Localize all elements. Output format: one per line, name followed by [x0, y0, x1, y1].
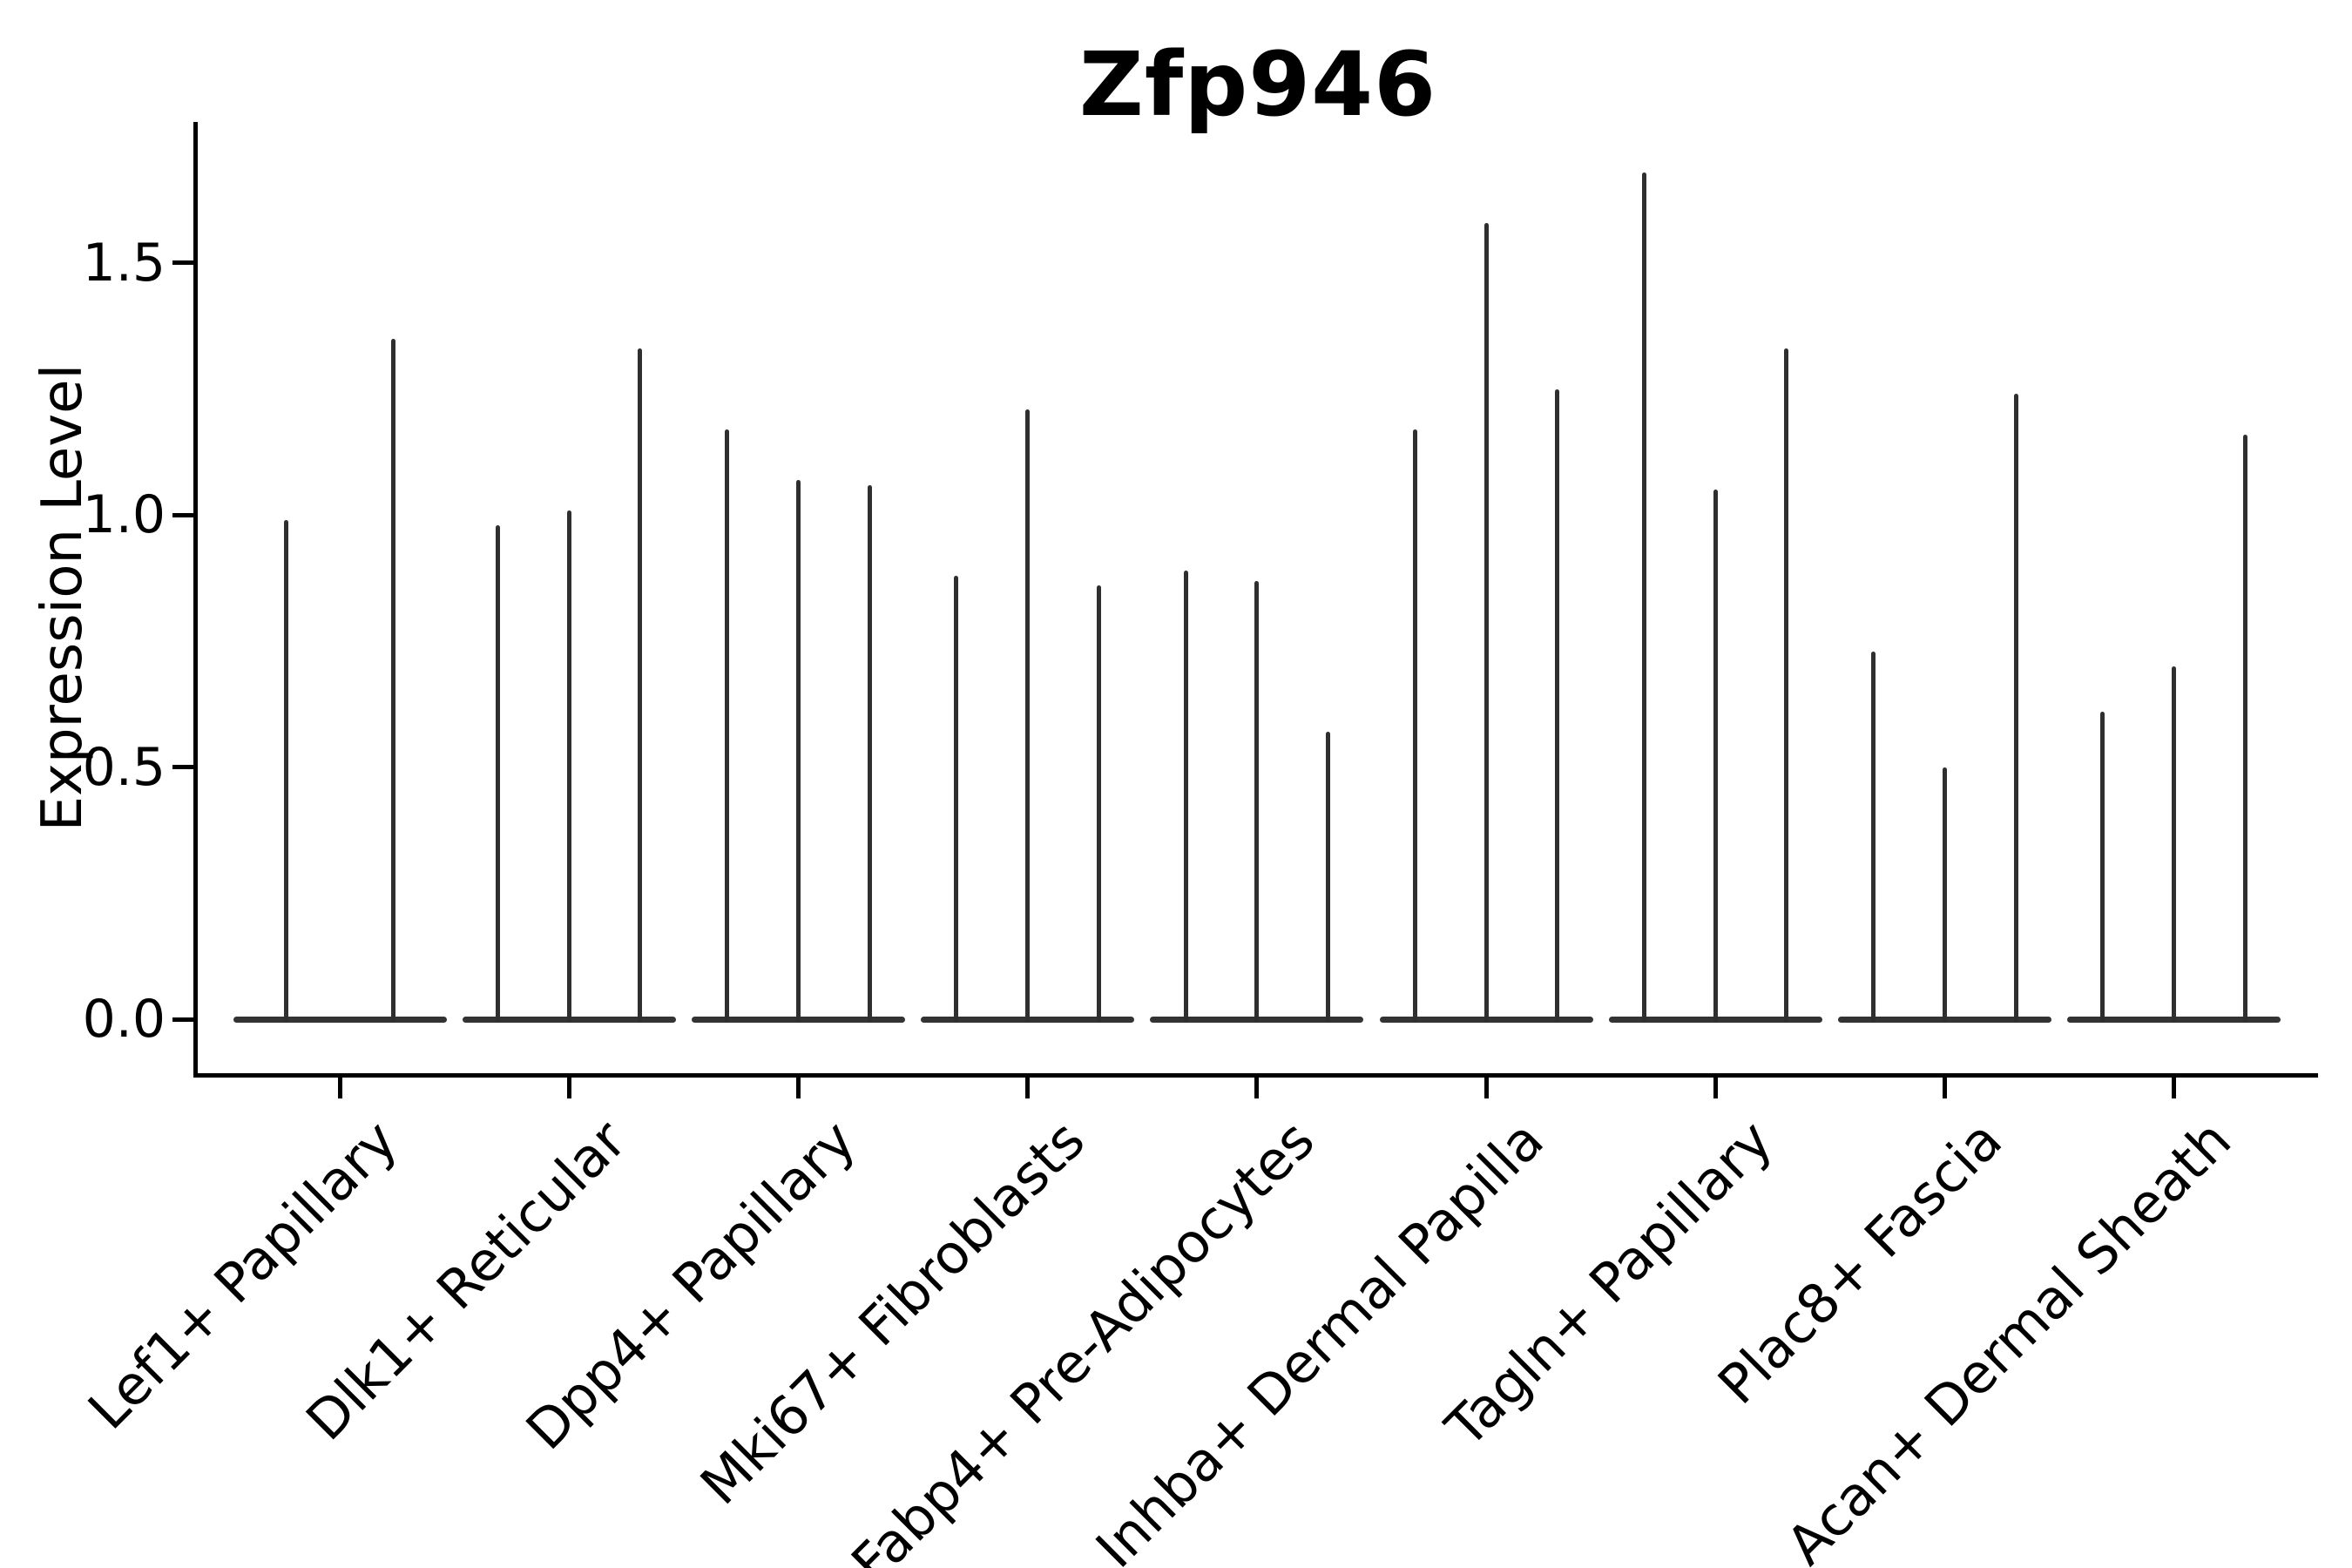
y-tick [172, 1017, 193, 1022]
violin-spike [1254, 580, 1260, 1023]
violin-spike [1183, 570, 1188, 1023]
violin-spike [2013, 394, 2018, 1023]
violin-spike [496, 524, 501, 1023]
x-tick [1942, 1078, 1947, 1098]
x-tick [566, 1078, 571, 1098]
violin-spike [1942, 767, 1947, 1023]
violin-spike [1025, 409, 1031, 1023]
violin-spike [795, 479, 801, 1023]
violin-baseline [233, 1017, 447, 1023]
violin-spike [2242, 434, 2247, 1023]
violin-spike [1412, 429, 1417, 1023]
violin-spike [1484, 222, 1489, 1023]
violin-spike [390, 338, 395, 1023]
y-tick-label: 0.5 [82, 736, 166, 798]
x-tick [1484, 1078, 1489, 1098]
violin-spike [284, 520, 289, 1023]
violin-spike [1784, 348, 1789, 1023]
bottom-spine [193, 1073, 2318, 1078]
x-tick-label: Acan+ Dermal Sheath [1774, 1108, 2244, 1568]
chart-title: Zfp946 [1078, 33, 1437, 137]
x-tick [2172, 1078, 2177, 1098]
y-tick [172, 512, 193, 517]
y-tick-label: 1.5 [82, 232, 166, 294]
violin-spike [1871, 651, 1876, 1023]
left-spine [193, 122, 198, 1078]
x-tick-label: Fabp4+ Pre-Adipocytes [839, 1108, 1327, 1568]
x-tick-label: Mki67+ Fibroblasts [688, 1108, 1098, 1517]
violin-spike [867, 484, 872, 1023]
y-tick [172, 765, 193, 770]
x-tick [795, 1078, 801, 1098]
violin-spike [1555, 389, 1560, 1023]
y-tick-label: 1.0 [82, 484, 166, 546]
y-axis-label: Expression Level [30, 363, 95, 832]
violin-spike [1713, 490, 1718, 1023]
violin-spike [1642, 172, 1647, 1023]
violin-spike [1096, 585, 1101, 1023]
violin-spike [725, 429, 730, 1023]
violin-spike [2172, 666, 2177, 1023]
violin-spike [954, 575, 959, 1023]
x-tick [1713, 1078, 1718, 1098]
y-tick-label: 0.0 [82, 989, 166, 1050]
y-tick [172, 260, 193, 266]
violin-spike [638, 348, 643, 1023]
x-tick [1025, 1078, 1031, 1098]
violin-spike [1325, 732, 1330, 1023]
x-tick-label: Inhba+ Dermal Papilla [1083, 1108, 1556, 1568]
violin-spike [2100, 711, 2105, 1023]
violin-spike [566, 510, 571, 1023]
x-tick [1254, 1078, 1260, 1098]
x-tick [337, 1078, 342, 1098]
